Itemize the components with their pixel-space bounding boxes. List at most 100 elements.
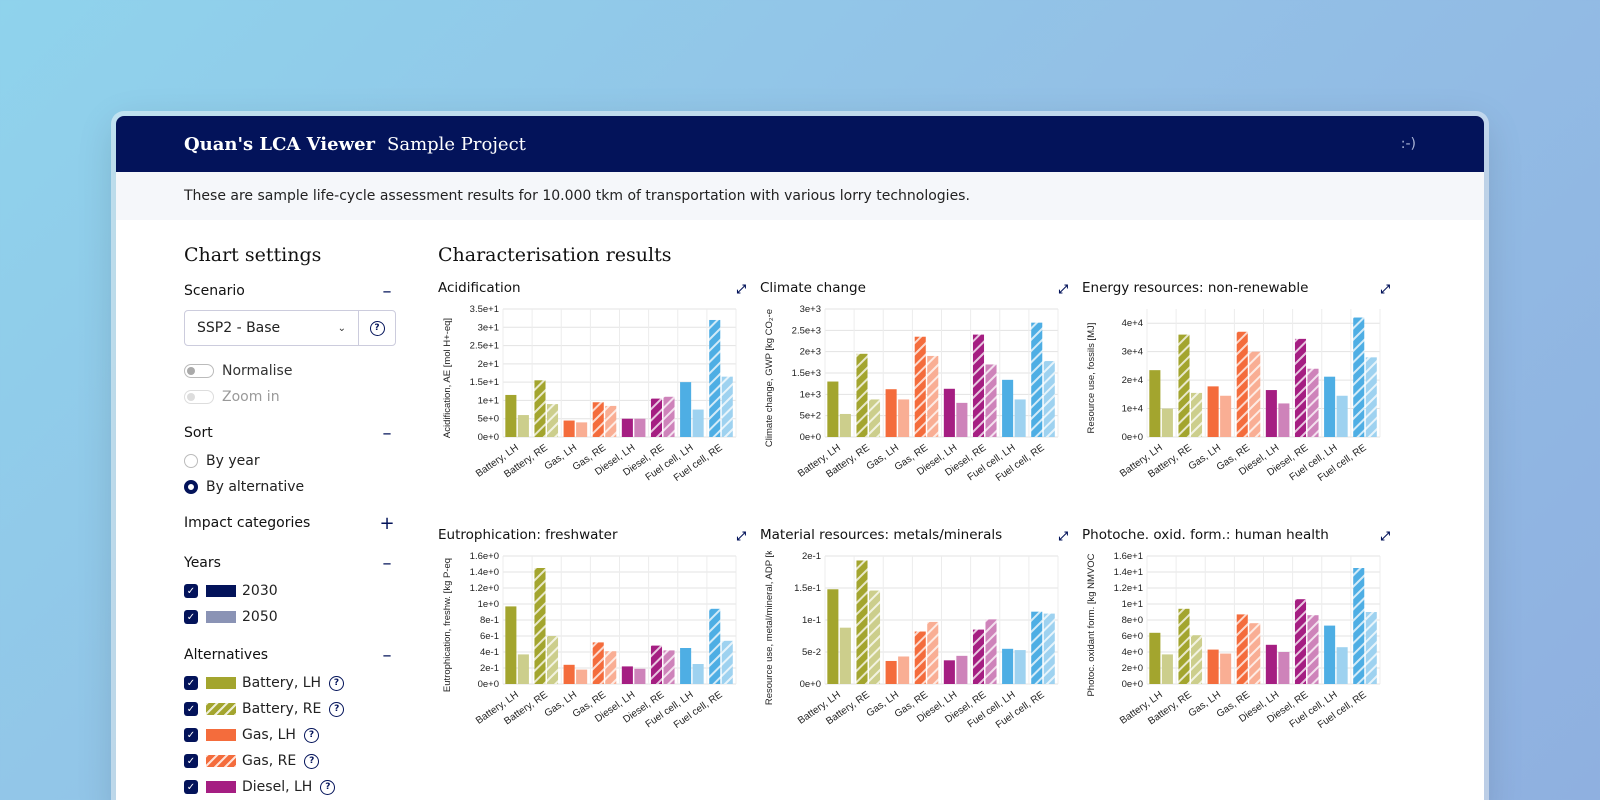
intro-text: These are sample life-cycle assessment r… <box>116 172 1484 220</box>
scenario-help-button[interactable]: ? <box>359 311 395 345</box>
year-swatch <box>206 585 236 597</box>
expand-icon[interactable]: ⤢ <box>736 282 746 296</box>
alternative-option[interactable]: ✓ Diesel, LH? <box>184 774 396 800</box>
bar <box>972 629 985 684</box>
y-tick-label: 3e+4 <box>1122 347 1143 358</box>
alternative-option[interactable]: ✓ Battery, RE? <box>184 696 396 722</box>
bar <box>576 422 588 437</box>
y-tick-label: 1.5e+1 <box>470 377 499 388</box>
bar <box>605 651 617 684</box>
zoom-toggle <box>184 390 214 404</box>
bar <box>827 381 839 437</box>
bar <box>709 608 721 684</box>
y-axis-label: Eutrophication, freshw. [kg P-eq <box>442 558 453 692</box>
radio-by-year[interactable] <box>184 454 198 468</box>
question-circle-icon[interactable]: ? <box>304 753 320 769</box>
y-tick-label: 1.5e+3 <box>792 368 821 379</box>
y-tick-label: 2e-1 <box>480 663 499 674</box>
alternative-option[interactable]: ✓ Gas, RE? <box>184 748 396 774</box>
sort-by-alternative-option[interactable]: By alternative <box>184 474 396 500</box>
bar <box>663 396 675 437</box>
plus-icon[interactable]: + <box>379 512 395 534</box>
expand-icon[interactable]: ⤢ <box>1058 529 1068 543</box>
chart-panel: Material resources: metals/minerals ⤢ 0e+0… <box>760 527 1070 767</box>
chart-panel: Eutrophication: freshwater ⤢ 0e+0 2e-1 4e-1 6… <box>438 527 748 767</box>
y-tick-label: 1.6e+1 <box>1114 551 1143 562</box>
sort-option-label: By year <box>206 453 260 469</box>
y-tick-label: 0e+0 <box>478 432 499 443</box>
bar <box>1014 650 1026 684</box>
y-tick-label: 2e+0 <box>1122 663 1143 674</box>
normalise-toggle-row[interactable]: Normalise <box>184 358 396 384</box>
bar <box>827 589 839 684</box>
bar <box>1336 647 1348 684</box>
expand-icon[interactable]: ⤢ <box>1380 529 1390 543</box>
bar <box>1207 649 1219 684</box>
check-icon[interactable]: ✓ <box>184 702 198 716</box>
bar <box>1190 392 1203 437</box>
year-2050-option[interactable]: ✓ 2050 <box>184 604 396 630</box>
alternatives-list: ✓ Battery, LH? ✓ Battery, RE? ✓ Gas, LH? ✓ Gas,… <box>184 670 396 800</box>
expand-icon[interactable]: ⤢ <box>736 529 746 543</box>
minus-icon[interactable]: – <box>382 280 392 302</box>
bar <box>1002 379 1014 437</box>
bar <box>914 336 926 437</box>
question-circle-icon[interactable]: ? <box>320 779 336 795</box>
question-circle-icon[interactable]: ? <box>329 701 345 717</box>
bar <box>592 402 604 437</box>
chart-panel: Energy resources: non-renewable ⤢ 0e+0 1e+4… <box>1082 280 1392 520</box>
normalise-toggle[interactable] <box>184 364 214 378</box>
bar <box>943 660 955 684</box>
minus-icon[interactable]: – <box>382 552 392 574</box>
check-icon[interactable]: ✓ <box>184 728 198 742</box>
chart-settings-panel: Chart settings Scenario – SSP2 - Base ⌄ … <box>184 244 396 800</box>
bar <box>885 660 897 684</box>
bar <box>721 640 733 684</box>
question-circle-icon[interactable]: ? <box>303 727 319 743</box>
expand-icon[interactable]: ⤢ <box>1380 282 1390 296</box>
bar <box>634 418 646 437</box>
bar <box>534 380 546 437</box>
impact-categories-header[interactable]: Impact categories + <box>184 512 396 534</box>
year-2030-option[interactable]: ✓ 2030 <box>184 578 396 604</box>
alternative-option[interactable]: ✓ Battery, LH? <box>184 670 396 696</box>
question-circle-icon[interactable]: ? <box>329 675 345 691</box>
bar <box>1353 568 1365 684</box>
sort-by-year-option[interactable]: By year <box>184 448 396 474</box>
bar <box>546 636 559 684</box>
alternative-option[interactable]: ✓ Gas, LH? <box>184 722 396 748</box>
minus-icon[interactable]: – <box>382 644 392 666</box>
app-title[interactable]: Quan's LCA Viewer <box>184 133 376 155</box>
bar <box>856 353 868 437</box>
y-axis-label: Acidification, AE [mol H+-eq] <box>442 318 453 438</box>
chart-svg: 0e+0 2e-1 4e-1 6e-1 8e-1 1e+0 1.2e+0 1.4e+0 1.6e… <box>442 551 737 731</box>
y-tick-label: 0e+0 <box>800 432 821 443</box>
bar <box>1031 322 1043 437</box>
bar <box>1220 653 1232 684</box>
bar <box>1307 368 1319 437</box>
bar <box>1236 331 1248 437</box>
minus-icon[interactable]: – <box>382 422 392 444</box>
check-icon[interactable]: ✓ <box>184 610 198 624</box>
alternatives-section-header[interactable]: Alternatives – <box>184 644 396 666</box>
y-axis-label: Climate change, GWP [kg CO₂-e <box>764 309 775 447</box>
check-icon[interactable]: ✓ <box>184 780 198 794</box>
check-icon[interactable]: ✓ <box>184 676 198 690</box>
bar <box>927 621 939 684</box>
scenario-section-header[interactable]: Scenario – <box>184 280 396 302</box>
check-icon[interactable]: ✓ <box>184 584 198 598</box>
question-circle-icon: ? <box>369 320 385 336</box>
bar <box>1324 376 1336 437</box>
alternative-label: Battery, LH <box>242 675 322 691</box>
years-section-header[interactable]: Years – <box>184 552 396 574</box>
bar <box>914 631 926 684</box>
expand-icon[interactable]: ⤢ <box>1058 282 1068 296</box>
scenario-select[interactable]: SSP2 - Base ⌄ <box>185 311 359 345</box>
sort-section-header[interactable]: Sort – <box>184 422 396 444</box>
scenario-select-group: SSP2 - Base ⌄ ? <box>184 310 396 346</box>
radio-by-alternative[interactable] <box>184 480 198 494</box>
y-tick-label: 2e+3 <box>800 347 821 358</box>
bar <box>943 388 955 437</box>
check-icon[interactable]: ✓ <box>184 754 198 768</box>
bar <box>1278 652 1290 684</box>
